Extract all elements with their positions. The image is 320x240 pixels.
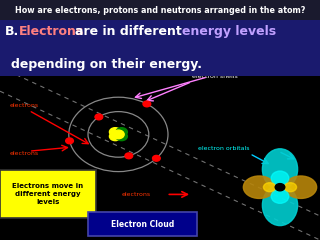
Ellipse shape — [244, 176, 275, 198]
Text: Electrons: Electrons — [19, 25, 84, 38]
Ellipse shape — [271, 171, 289, 185]
Ellipse shape — [285, 176, 316, 198]
Text: How are electrons, protons and neutrons arranged in the atom?: How are electrons, protons and neutrons … — [15, 6, 305, 15]
Circle shape — [109, 132, 121, 141]
FancyBboxPatch shape — [88, 212, 197, 236]
Text: Bohr Atom: Bohr Atom — [19, 53, 64, 62]
Text: energy levels: energy levels — [182, 25, 276, 38]
Text: are in different: are in different — [75, 25, 182, 38]
Ellipse shape — [262, 149, 298, 190]
Circle shape — [125, 153, 132, 159]
FancyBboxPatch shape — [0, 170, 96, 218]
Text: depending on their energy.: depending on their energy. — [11, 58, 202, 71]
Ellipse shape — [262, 185, 298, 226]
Text: B.: B. — [5, 25, 19, 38]
Circle shape — [95, 114, 103, 120]
Circle shape — [113, 130, 124, 139]
Ellipse shape — [271, 189, 289, 203]
Circle shape — [116, 128, 127, 136]
FancyBboxPatch shape — [2, 46, 82, 68]
Circle shape — [109, 128, 121, 136]
Ellipse shape — [284, 183, 297, 192]
Text: electrons: electrons — [122, 192, 151, 197]
Text: Electrons move in
different energy
levels: Electrons move in different energy level… — [12, 183, 84, 205]
Text: electrons: electrons — [10, 103, 39, 108]
Ellipse shape — [263, 183, 276, 192]
Circle shape — [66, 138, 73, 144]
Text: electrons: electrons — [10, 151, 39, 156]
Text: Electron Cloud: Electron Cloud — [111, 220, 174, 229]
Circle shape — [143, 101, 151, 107]
Circle shape — [275, 184, 285, 191]
Text: electron orbitals: electron orbitals — [198, 146, 250, 151]
Circle shape — [153, 156, 160, 161]
Circle shape — [116, 132, 127, 141]
Text: electron shells: electron shells — [192, 74, 238, 79]
